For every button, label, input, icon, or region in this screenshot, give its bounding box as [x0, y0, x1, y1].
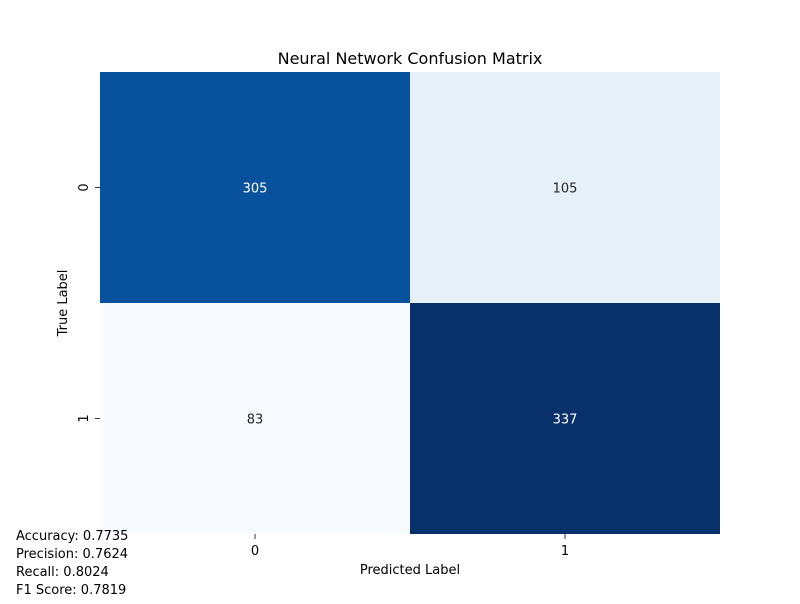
f1-score-text: F1 Score: 0.7819 [16, 583, 127, 598]
x-tick-label-0: 0 [251, 544, 259, 559]
y-tick-label-1: 1 [77, 414, 92, 422]
cell-value-1-1: 337 [553, 413, 578, 428]
chart-title: Neural Network Confusion Matrix [278, 49, 543, 68]
heatmap-cell-1-0 [100, 303, 410, 534]
x-tick-label-1: 1 [561, 544, 569, 559]
accuracy-text: Accuracy: 0.7735 [16, 529, 129, 544]
cell-value-0-1: 105 [553, 182, 578, 197]
heatmap-cells: 305 105 83 337 [100, 72, 720, 534]
precision-text: Precision: 0.7624 [16, 547, 129, 562]
x-axis-label: Predicted Label [360, 563, 460, 578]
cell-value-1-0: 83 [247, 413, 264, 428]
metrics-panel: Accuracy: 0.7735 Precision: 0.7624 Recal… [16, 528, 128, 600]
heatmap-cell-0-0 [100, 72, 410, 303]
y-axis-ticks: 01 [77, 183, 100, 423]
y-axis-label: True Label [56, 270, 71, 338]
cell-value-0-0: 305 [243, 182, 268, 197]
y-tick-label-0: 0 [77, 183, 92, 191]
heatmap-cell-1-1 [410, 303, 720, 534]
recall-text: Recall: 0.8024 [16, 565, 109, 580]
heatmap-cell-0-1 [410, 72, 720, 303]
